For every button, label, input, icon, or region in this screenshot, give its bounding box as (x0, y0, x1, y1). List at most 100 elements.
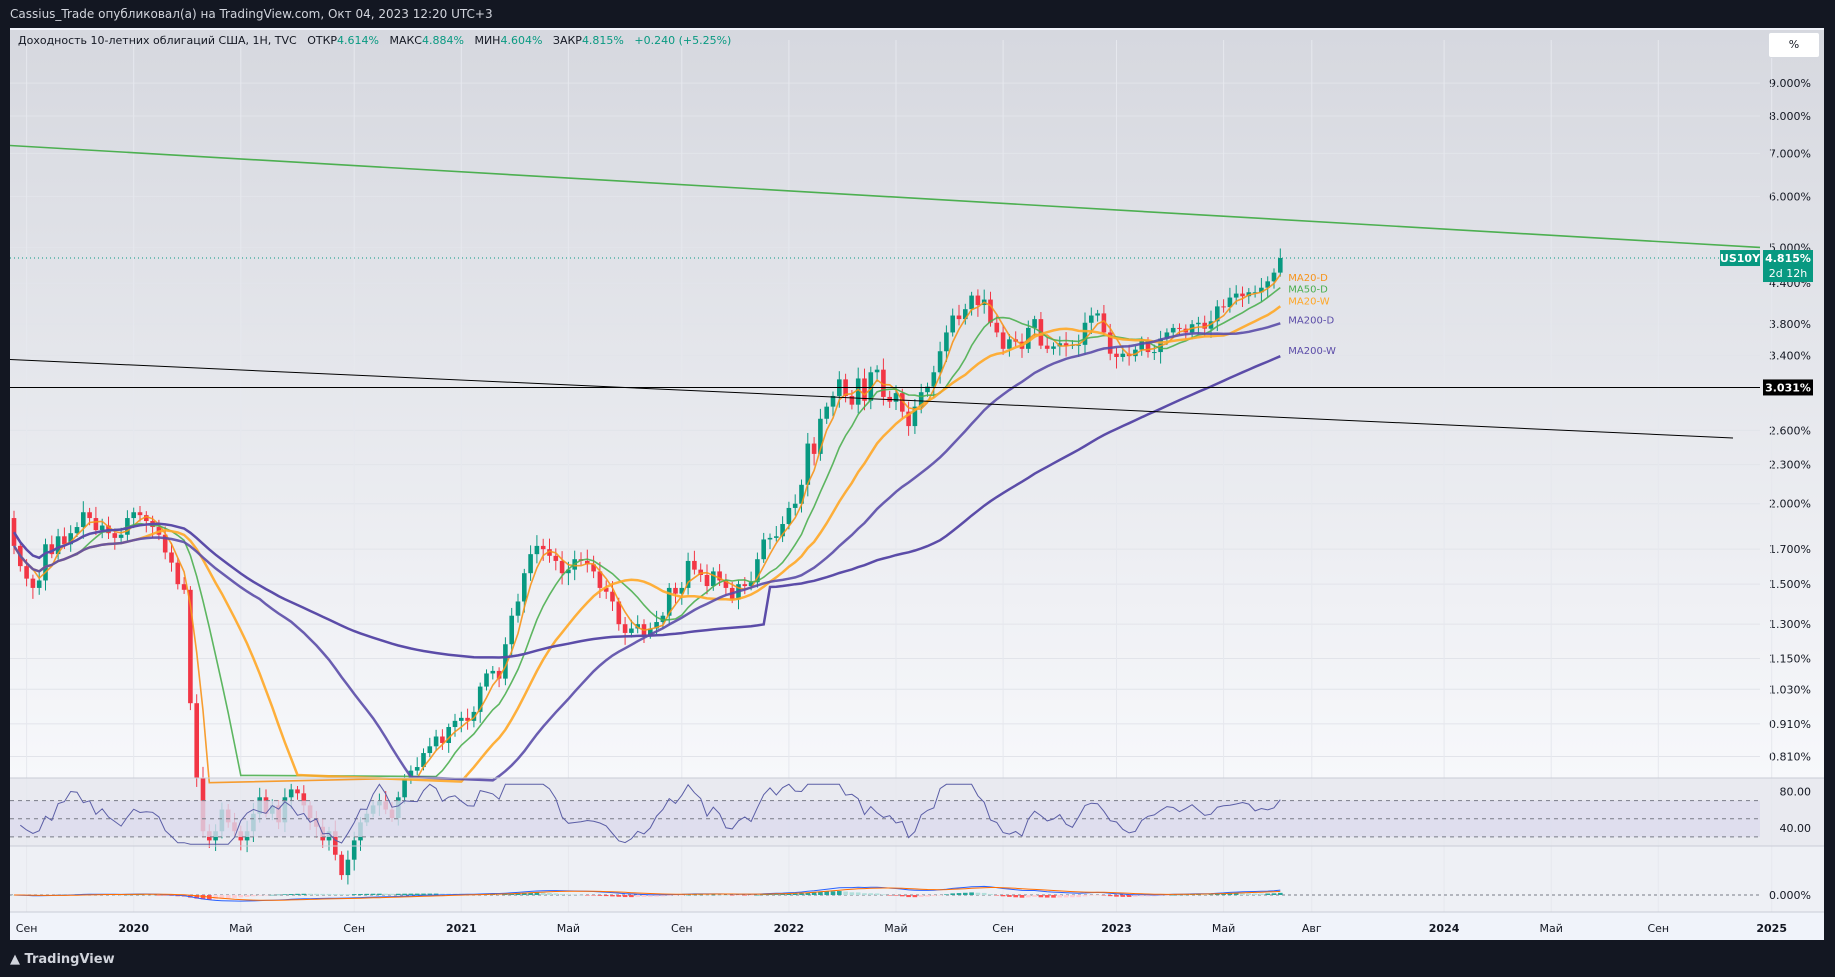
candle (673, 587, 678, 594)
macd-histogram-bar (755, 894, 760, 896)
candle (685, 560, 691, 588)
macd-histogram-bar (427, 893, 433, 895)
x-tick-label: Май (229, 922, 252, 935)
candle (830, 395, 836, 407)
candle (780, 524, 785, 537)
candle (402, 778, 407, 798)
macd-histogram-bar (125, 894, 130, 896)
last-price-tag (1763, 250, 1813, 283)
candle (654, 622, 659, 629)
macd-histogram-bar (610, 895, 615, 897)
candle (194, 703, 199, 778)
candle (629, 628, 634, 633)
candle (1139, 340, 1144, 350)
candle (585, 560, 590, 565)
candle (660, 615, 666, 623)
macd-histogram-bar (1013, 895, 1018, 898)
macd-histogram-bar (1107, 895, 1113, 897)
candle (1252, 292, 1258, 294)
candle (43, 544, 48, 581)
macd-histogram-bar (900, 895, 905, 897)
candle (723, 580, 729, 588)
x-tick-label: Май (884, 922, 907, 935)
candle (509, 615, 514, 645)
macd-histogram-bar (528, 892, 533, 895)
macd-histogram-bar (767, 894, 773, 895)
macd-histogram-bar (824, 891, 829, 895)
ma200d-label: MA200-D (1288, 316, 1334, 327)
candle (522, 573, 527, 602)
macd-pane-background (10, 846, 1824, 912)
macd-tick-label: 0.000% (1769, 889, 1811, 902)
candle (1095, 313, 1100, 316)
candle (1221, 306, 1226, 308)
macd-histogram-bar (969, 892, 974, 895)
candle (118, 534, 124, 538)
macd-histogram-bar (849, 892, 855, 895)
level-price-text: 3.031% (1765, 381, 1811, 394)
candle (11, 518, 17, 546)
macd-histogram-bar (257, 895, 262, 896)
candle (540, 545, 546, 550)
macd-histogram-bar (377, 893, 382, 895)
macd-histogram-bar (862, 893, 867, 895)
tradingview-logo-text: TradingView (24, 952, 115, 967)
candle (849, 395, 855, 405)
candle (792, 503, 798, 508)
macd-histogram-bar (251, 895, 256, 897)
y-tick-label: 3.400% (1769, 349, 1811, 362)
x-tick-label: 2023 (1101, 922, 1132, 935)
macd-histogram-bar (944, 894, 949, 895)
candle (351, 840, 357, 860)
macd-histogram-bar (1240, 893, 1245, 895)
macd-histogram-bar (421, 893, 426, 895)
candle (1202, 322, 1207, 329)
y-tick-label: 2.000% (1769, 498, 1811, 511)
trend-line[interactable] (9, 144, 1761, 249)
macd-histogram-bar (729, 895, 735, 896)
macd-histogram-bar (1114, 895, 1119, 897)
candle (950, 315, 955, 333)
candle (99, 525, 105, 531)
macd-histogram-bar (837, 891, 842, 895)
macd-histogram-bar (1202, 894, 1207, 895)
candle (62, 536, 67, 545)
macd-histogram-bar (238, 895, 244, 898)
candle (490, 670, 496, 674)
candle (648, 628, 653, 636)
macd-histogram-bar (698, 894, 703, 896)
candle (440, 736, 445, 743)
macd-histogram-bar (1227, 893, 1233, 895)
candle (446, 727, 451, 743)
candle (868, 372, 874, 401)
macd-histogram-bar (591, 895, 596, 896)
x-tick-label: Май (557, 922, 580, 935)
candle (818, 418, 823, 454)
percent-scale-button[interactable]: % (1768, 32, 1820, 58)
candle (144, 515, 149, 522)
macd-histogram-bar (213, 895, 218, 900)
macd-histogram-bar (578, 894, 584, 896)
candle (692, 560, 697, 570)
candle (969, 295, 974, 310)
macd-histogram-bar (918, 895, 924, 897)
candle (503, 644, 508, 679)
x-tick-label: 2024 (1429, 922, 1460, 935)
diagonal-line[interactable] (9, 358, 1734, 439)
macd-histogram-bar (244, 895, 250, 897)
candle (515, 601, 521, 616)
candle (452, 720, 458, 728)
candle (805, 443, 811, 485)
macd-histogram-bar (270, 894, 275, 896)
y-tick-label: 3.800% (1769, 318, 1811, 331)
macd-histogram-bar (956, 893, 962, 895)
candle (767, 537, 773, 540)
legend-open-label: ОТКР (307, 34, 338, 47)
y-tick-label: 1.030% (1769, 683, 1811, 696)
macd-histogram-bar (912, 895, 918, 898)
candle (1227, 297, 1233, 308)
macd-histogram-bar (1032, 895, 1037, 897)
candle (1044, 345, 1050, 349)
macd-histogram-bar (144, 894, 149, 896)
